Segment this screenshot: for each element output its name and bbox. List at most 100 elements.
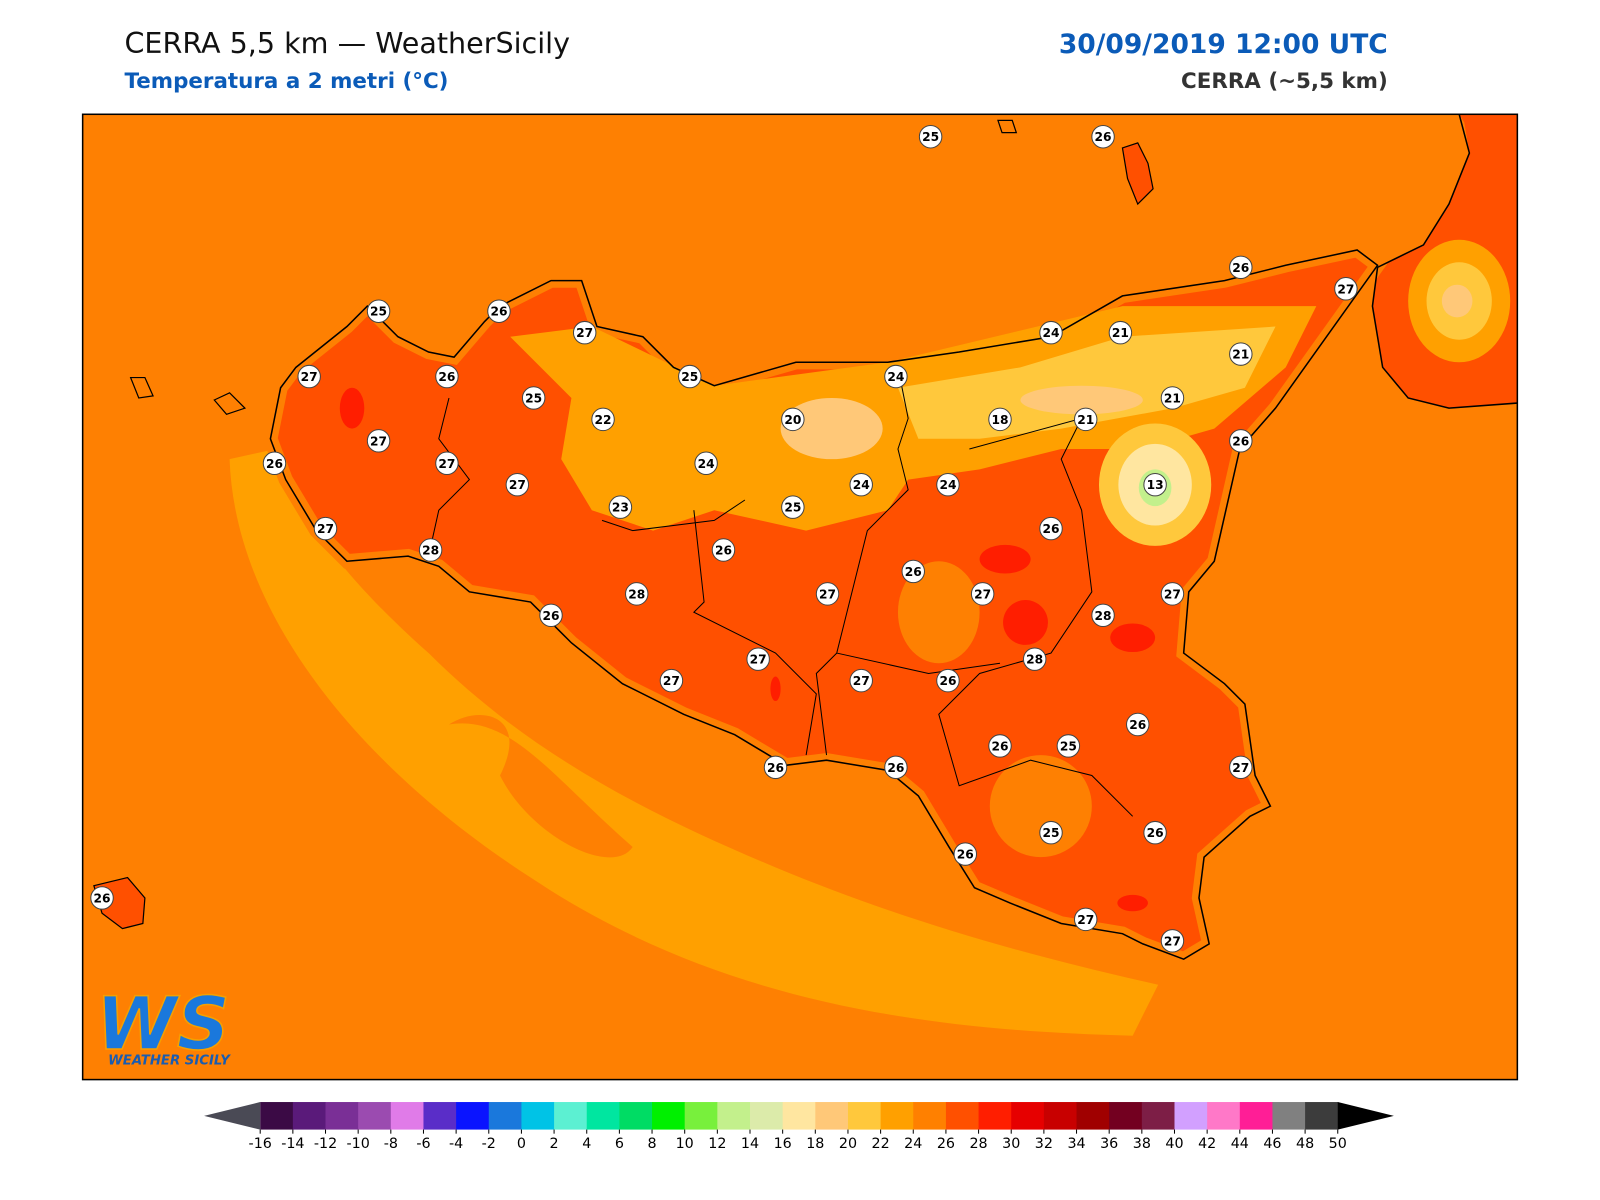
station-dot xyxy=(953,842,978,866)
colorbar-label: 42 xyxy=(1198,1136,1216,1152)
colorbar-label: -6 xyxy=(416,1136,430,1152)
station-dot xyxy=(988,407,1012,432)
station-value: 25 xyxy=(370,305,387,319)
station: 24 xyxy=(1039,320,1063,345)
station-dot xyxy=(694,451,718,475)
station-value: 26 xyxy=(939,674,956,688)
station-dot xyxy=(435,451,459,475)
color-swatch xyxy=(1141,1102,1175,1130)
colorbar-label: 12 xyxy=(708,1136,726,1152)
station-value: 28 xyxy=(1026,653,1043,667)
station-value: 27 xyxy=(819,587,836,601)
station: 27 xyxy=(366,429,391,453)
station-dot xyxy=(1022,647,1047,671)
color-swatch xyxy=(1239,1102,1273,1130)
color-swatch xyxy=(945,1102,980,1130)
station: 27 xyxy=(1160,582,1185,606)
color-swatch xyxy=(1011,1102,1045,1130)
station-dot xyxy=(1143,820,1167,845)
station-value: 27 xyxy=(1164,934,1181,948)
color-swatch xyxy=(1174,1102,1208,1130)
over-arrow xyxy=(1337,1102,1394,1130)
station: 26 xyxy=(711,538,736,562)
station-value: 27 xyxy=(750,653,767,667)
station-dot xyxy=(572,320,597,345)
station-value: 25 xyxy=(784,501,801,515)
color-swatch xyxy=(423,1102,457,1130)
station: 25 xyxy=(1039,820,1063,845)
station-value: 28 xyxy=(628,587,645,601)
station: 27 xyxy=(746,647,770,671)
colorbar-label: -8 xyxy=(384,1136,398,1152)
color-swatch xyxy=(1272,1102,1306,1130)
station: 26 xyxy=(435,364,459,389)
station: 27 xyxy=(849,668,873,693)
station-value: 28 xyxy=(1095,609,1112,623)
colorbar-label: 46 xyxy=(1263,1136,1281,1152)
station: 26 xyxy=(539,603,563,628)
station: 28 xyxy=(1022,647,1047,671)
color-swatch xyxy=(325,1102,359,1130)
station-dot xyxy=(815,582,840,606)
station-value: 18 xyxy=(991,413,1008,427)
station-dot xyxy=(366,429,391,453)
station-value: 27 xyxy=(663,674,680,688)
station-value: 24 xyxy=(887,370,904,384)
station-value: 27 xyxy=(509,478,526,492)
station-dot xyxy=(1229,255,1253,280)
station-value: 27 xyxy=(1077,913,1094,927)
colorbar-label: 0 xyxy=(517,1136,526,1152)
station-dot xyxy=(487,299,511,323)
station-dot xyxy=(711,538,736,562)
colorbar-label: -12 xyxy=(314,1136,337,1152)
station-dot xyxy=(1039,820,1063,845)
station-value: 27 xyxy=(853,674,870,688)
station-dot xyxy=(313,516,338,541)
station: 25 xyxy=(1056,734,1081,758)
color-swatch xyxy=(456,1102,490,1130)
station-dot xyxy=(625,582,649,606)
station-value: 26 xyxy=(991,739,1008,753)
station-value: 26 xyxy=(1095,130,1112,144)
station-value: 27 xyxy=(317,522,334,536)
colorbar-label: 18 xyxy=(806,1136,824,1152)
color-swatch xyxy=(847,1102,882,1130)
station: 25 xyxy=(678,364,702,389)
station-dot xyxy=(918,125,943,149)
colorbar-label: 34 xyxy=(1067,1136,1085,1152)
station: 23 xyxy=(608,495,633,519)
colorbar-label: 44 xyxy=(1231,1136,1249,1152)
station-dot xyxy=(1039,516,1063,541)
colorbar-label: 4 xyxy=(582,1136,591,1152)
station-value: 26 xyxy=(1232,434,1249,448)
stations: 25 26 26 27 25 26 27 24 21 21 27 26 25 24 25 21 22 20 18 21… xyxy=(90,125,1358,953)
station: 28 xyxy=(418,538,443,562)
color-swatch xyxy=(978,1102,1012,1130)
station: 26 xyxy=(1229,429,1253,453)
station-value: 26 xyxy=(1232,261,1249,275)
station: 26 xyxy=(953,842,978,866)
colorbar-label: 40 xyxy=(1165,1136,1183,1152)
station: 28 xyxy=(1091,603,1115,628)
colorbar-label: 24 xyxy=(904,1136,922,1152)
color-swatch xyxy=(521,1102,555,1130)
station: 26 xyxy=(1091,125,1115,149)
station-dot xyxy=(1091,603,1115,628)
color-swatch xyxy=(1305,1102,1339,1130)
station-value: 21 xyxy=(1112,326,1129,340)
station: 18 xyxy=(988,407,1012,432)
station-dot xyxy=(1160,386,1185,410)
station-value: 24 xyxy=(698,457,715,471)
station-value: 13 xyxy=(1147,478,1164,492)
station-dot xyxy=(366,299,391,323)
station: 27 xyxy=(1229,755,1253,780)
station-value: 27 xyxy=(1337,282,1354,296)
color-swatch xyxy=(913,1102,947,1130)
station-dot xyxy=(608,495,633,519)
station-value: 21 xyxy=(1077,413,1094,427)
station: 24 xyxy=(884,364,908,389)
colorbar-label: -4 xyxy=(449,1136,463,1152)
station: 25 xyxy=(521,386,546,410)
colorbar-label: 28 xyxy=(969,1136,987,1152)
station-dot xyxy=(936,472,960,497)
